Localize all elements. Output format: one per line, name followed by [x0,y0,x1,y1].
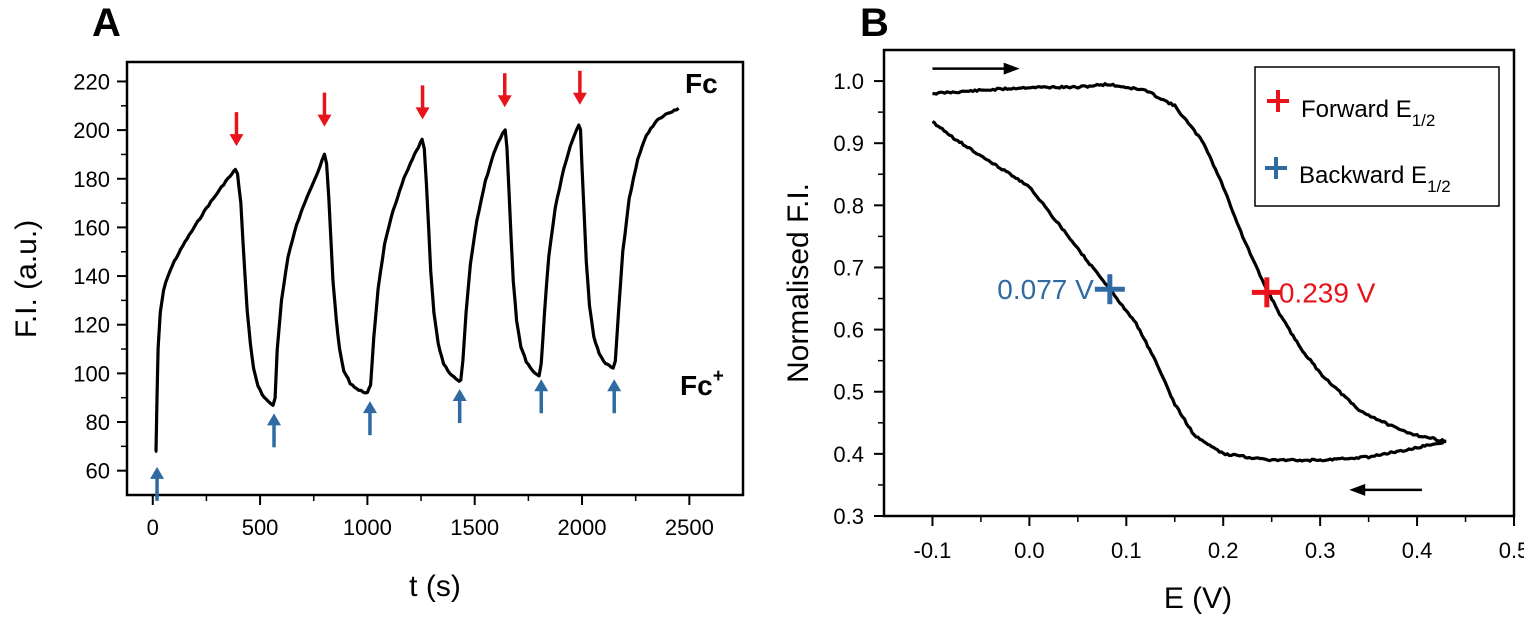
panel-b-x-tick-label: 0.0 [1014,538,1045,563]
panel-b: B -0.1 0.0 0.1 0.2 0.3 0.4 0.5 0.3 0.4 0.5 0.6 0.7 0… [782,1,1524,615]
panel-a: A 0 500 1000 1500 2000 2500 60 80 100 120 140 160 18… [10,1,745,603]
panel-b-y-tick-label: 0.5 [833,380,864,405]
panel-b-x-tick-label: 0.1 [1111,538,1142,563]
panel-a-xlabel: t (s) [409,570,461,603]
down-arrow-red [317,92,332,127]
panel-a-y-tick-label: 160 [73,215,110,240]
label-fc: Fc [685,68,718,99]
legend-box [1254,66,1500,207]
label-fc-plus: Fc+ [680,366,724,401]
panel-b-forward-line [932,82,1447,444]
up-arrow-blue [607,379,622,414]
panel-a-y-tick-label: 80 [86,410,110,435]
down-arrow-red [497,73,512,108]
panel-b-y-tick-label: 1.0 [833,69,864,94]
forward-e-half-marker [1251,277,1282,308]
legend-backward-plus [1265,157,1287,179]
panel-b-y-tick-label: 0.7 [833,255,864,280]
panel-a-y-tick-label: 60 [86,459,110,484]
legend-forward-plus [1267,90,1289,112]
legend-forward-marker [1267,90,1289,112]
panel-a-markers [150,70,622,501]
panel-b-direction-arrows [932,62,1422,496]
panel-a-y-tick-label: 140 [73,264,110,289]
legend-backward-marker [1265,157,1287,179]
panel-b-backward-line [931,120,1447,463]
panel-b-axes-frame [882,48,1516,518]
panel-b-y-tick-label: 0.4 [833,442,864,467]
panel-b-y-tick-label: 0.3 [833,504,864,529]
panel-b-ylabel: Normalised F.I. [782,183,815,383]
up-arrow-blue [267,413,282,448]
panel-b-xlabel: E (V) [1164,582,1232,615]
panel-b-y-tick-label: 0.8 [833,193,864,218]
panel-b-y-tick-label: 0.6 [833,318,864,343]
panel-a-x-tick-label: 500 [242,515,279,540]
up-arrow-blue [362,401,377,436]
panel-b-half-wave-points: 0.239 V 0.077 V [997,274,1376,308]
panel-a-ylabel: F.I. (a.u.) [10,220,43,338]
panel-b-x-tick-label: 0.4 [1402,538,1433,563]
panel-b-x-tick-label: 0.3 [1305,538,1336,563]
panel-b-legend: Forward E1/2 Backward E1/2 [1254,66,1500,207]
panel-b-y-tick-label: 0.9 [833,131,864,156]
panel-a-x-tick-label: 1000 [343,515,392,540]
panel-a-y-tick-label: 100 [73,361,110,386]
panel-a-x-tick-label: 2000 [558,515,607,540]
up-arrow-blue [452,388,467,423]
panel-b-x-tick-label: 0.2 [1208,538,1239,563]
legend-forward-label: Forward E1/2 [1301,96,1435,130]
forward-e-half-value: 0.239 V [1279,277,1376,308]
backward-sweep-arrow [1349,483,1422,496]
panel-a-y-tick-label: 200 [73,118,110,143]
down-arrow-red [415,85,430,120]
panel-a-axes-frame [125,60,745,497]
legend-backward-label: Backward E1/2 [1299,162,1451,196]
backward-e-half-value: 0.077 V [997,274,1094,305]
panel-b-letter: B [860,1,889,45]
panel-b-x-tick-label: -0.1 [914,538,952,563]
down-arrow-red [229,112,244,147]
panel-a-x-tick-label: 2500 [665,515,714,540]
up-arrow-blue [534,379,549,414]
down-arrow-red [572,70,587,105]
panel-b-ticks: -0.1 0.0 0.1 0.2 0.3 0.4 0.5 0.3 0.4 0.5 0.6 0.7 0.8… [833,69,1524,563]
panel-a-data-line [154,106,680,453]
panel-a-ticks: 0 500 1000 1500 2000 2500 60 80 100 120 140 160 180 2… [73,69,714,540]
panel-a-y-tick-label: 120 [73,313,110,338]
panel-a-x-tick-label: 0 [147,515,159,540]
panel-a-y-tick-label: 220 [73,69,110,94]
panel-a-y-tick-label: 180 [73,167,110,192]
panel-a-x-tick-label: 1500 [450,515,499,540]
panel-a-letter: A [92,1,121,45]
backward-e-half-marker [1094,274,1125,305]
panel-b-x-tick-label: 0.5 [1499,538,1524,563]
up-arrow-blue [150,466,165,501]
forward-sweep-arrow [932,62,1020,75]
